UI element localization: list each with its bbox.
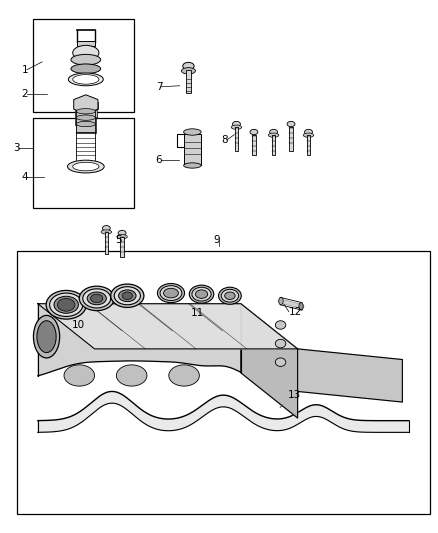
Ellipse shape	[111, 284, 144, 308]
Ellipse shape	[276, 340, 286, 348]
Ellipse shape	[71, 64, 101, 74]
Ellipse shape	[184, 129, 201, 135]
Bar	[17, 251, 430, 514]
Bar	[307, 135, 310, 155]
Text: 4: 4	[21, 172, 28, 182]
Ellipse shape	[49, 293, 83, 317]
Ellipse shape	[71, 54, 101, 65]
Ellipse shape	[76, 122, 95, 127]
Ellipse shape	[157, 284, 184, 303]
Ellipse shape	[233, 122, 240, 127]
Ellipse shape	[101, 230, 112, 234]
Ellipse shape	[250, 130, 258, 135]
Ellipse shape	[169, 365, 199, 386]
Ellipse shape	[73, 45, 99, 60]
Ellipse shape	[54, 296, 78, 313]
Ellipse shape	[299, 303, 303, 310]
Ellipse shape	[221, 289, 239, 302]
Bar	[186, 70, 191, 93]
Polygon shape	[38, 304, 241, 376]
Ellipse shape	[117, 365, 147, 386]
Ellipse shape	[276, 321, 286, 329]
Ellipse shape	[87, 292, 106, 305]
Ellipse shape	[79, 286, 114, 311]
Ellipse shape	[195, 290, 208, 298]
Bar	[184, 134, 201, 165]
Bar	[74, 102, 98, 109]
Ellipse shape	[73, 75, 99, 84]
Text: 5: 5	[115, 235, 122, 245]
Ellipse shape	[102, 225, 110, 231]
Text: 1: 1	[21, 65, 28, 75]
Text: 9: 9	[213, 235, 220, 245]
Ellipse shape	[68, 73, 103, 86]
Ellipse shape	[67, 160, 104, 173]
Polygon shape	[297, 349, 403, 402]
Ellipse shape	[76, 109, 95, 114]
Bar	[33, 118, 134, 208]
Polygon shape	[38, 304, 297, 349]
Ellipse shape	[181, 68, 195, 74]
Ellipse shape	[160, 286, 182, 301]
Ellipse shape	[225, 292, 235, 300]
Ellipse shape	[184, 163, 201, 168]
Bar	[120, 237, 124, 257]
Text: 13: 13	[288, 390, 301, 400]
Text: 12: 12	[289, 306, 302, 317]
Ellipse shape	[122, 292, 133, 300]
Ellipse shape	[46, 290, 86, 319]
Text: 11: 11	[191, 308, 204, 318]
Polygon shape	[74, 95, 98, 114]
Polygon shape	[241, 304, 297, 418]
Ellipse shape	[304, 130, 312, 135]
Text: 2: 2	[21, 88, 28, 99]
Ellipse shape	[57, 298, 75, 311]
Ellipse shape	[114, 287, 141, 305]
Ellipse shape	[287, 122, 295, 127]
Ellipse shape	[279, 297, 283, 305]
Bar	[76, 126, 95, 133]
Ellipse shape	[117, 235, 127, 239]
Ellipse shape	[183, 62, 194, 70]
Bar	[105, 232, 108, 254]
Ellipse shape	[231, 125, 242, 130]
Ellipse shape	[64, 365, 95, 386]
Ellipse shape	[33, 316, 60, 358]
Polygon shape	[38, 391, 409, 432]
Text: 6: 6	[155, 155, 162, 165]
Ellipse shape	[91, 294, 103, 303]
Bar	[252, 135, 256, 155]
Bar	[75, 110, 97, 117]
Bar	[76, 108, 95, 132]
Bar	[235, 127, 238, 151]
Ellipse shape	[118, 230, 126, 236]
Ellipse shape	[73, 163, 99, 171]
Text: 7: 7	[155, 82, 162, 92]
Text: 3: 3	[13, 143, 20, 154]
Ellipse shape	[192, 287, 211, 301]
Ellipse shape	[270, 130, 278, 135]
Ellipse shape	[276, 358, 286, 367]
Text: 10: 10	[71, 320, 85, 330]
Ellipse shape	[37, 321, 56, 353]
Bar	[75, 118, 96, 125]
Ellipse shape	[303, 133, 314, 138]
Bar	[272, 135, 276, 155]
Text: 8: 8	[222, 135, 228, 145]
Ellipse shape	[268, 133, 279, 138]
Bar	[33, 19, 134, 112]
Ellipse shape	[189, 285, 214, 303]
Bar	[289, 127, 293, 151]
Bar	[77, 41, 95, 46]
Ellipse shape	[119, 290, 136, 302]
Ellipse shape	[219, 287, 241, 304]
Ellipse shape	[163, 288, 178, 298]
Ellipse shape	[83, 289, 111, 308]
Ellipse shape	[76, 115, 95, 120]
